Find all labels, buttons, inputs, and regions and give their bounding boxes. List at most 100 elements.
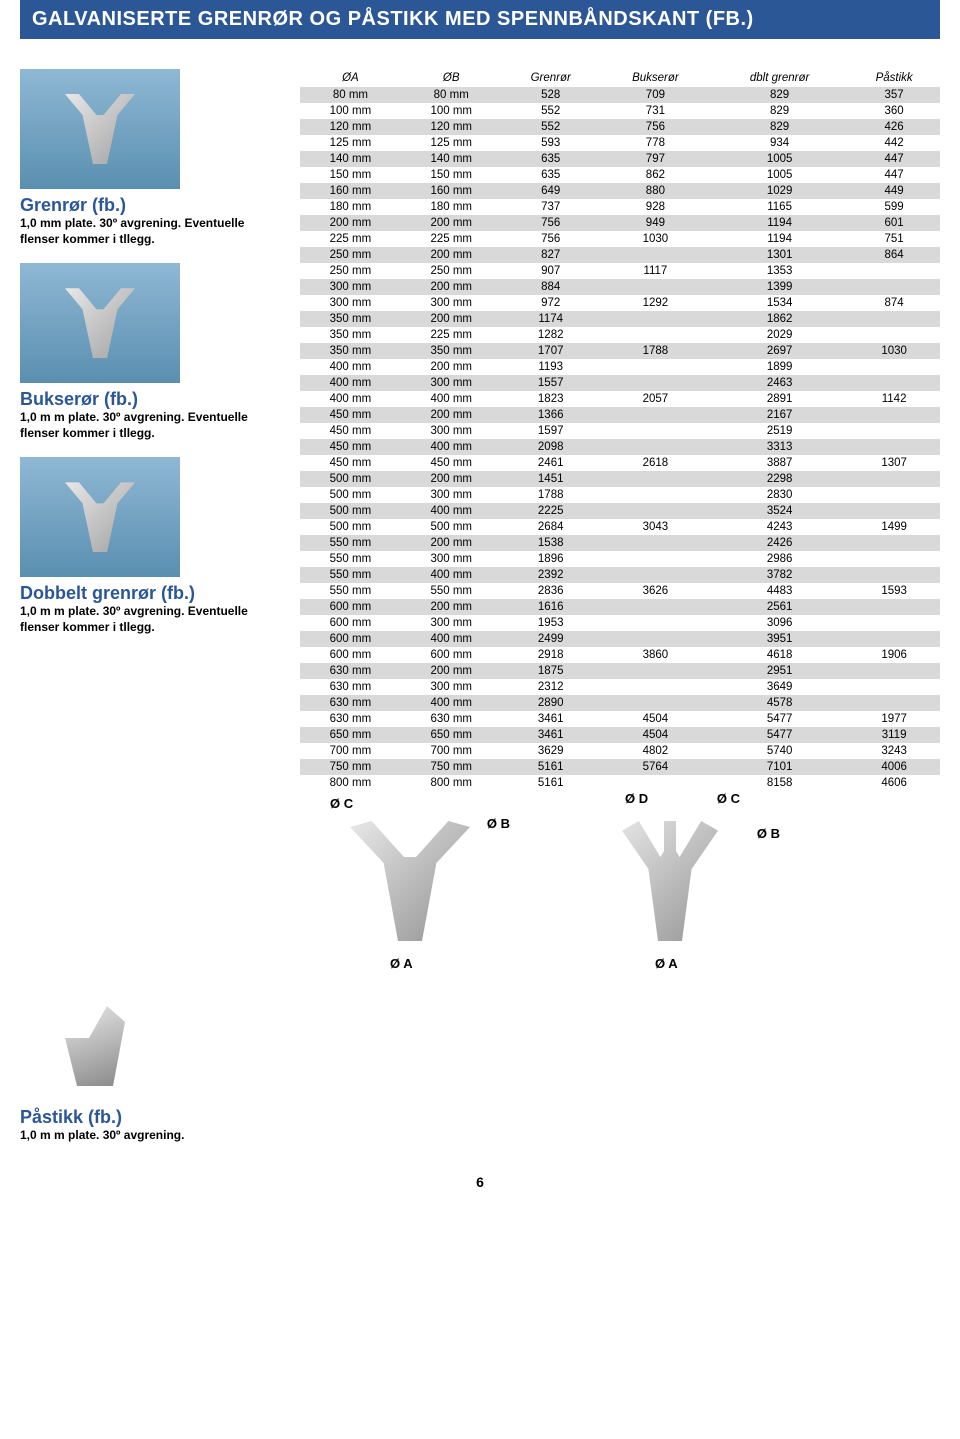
table-cell: 2298 — [711, 471, 848, 487]
table-row: 800 mm800 mm516181584606 — [300, 775, 940, 791]
table-cell: 5477 — [711, 711, 848, 727]
table-row: 400 mm200 mm11931899 — [300, 359, 940, 375]
table-cell: 2499 — [502, 631, 600, 647]
table-cell: 450 mm — [300, 423, 401, 439]
table-cell: 600 mm — [300, 615, 401, 631]
table-cell: 3524 — [711, 503, 848, 519]
table-cell: 1593 — [848, 583, 940, 599]
diagram-2branch: Ø C Ø B Ø A — [300, 791, 520, 971]
table-cell: 500 mm — [300, 487, 401, 503]
table-row: 500 mm500 mm2684304342431499 — [300, 519, 940, 535]
table-cell: 600 mm — [300, 631, 401, 647]
pricing-table: ØAØBGrenrørBukserørdblt grenrørPåstikk 8… — [300, 69, 940, 791]
table-cell: 1906 — [848, 647, 940, 663]
table-cell: 2836 — [502, 583, 600, 599]
table-cell: 2918 — [502, 647, 600, 663]
table-cell: 1823 — [502, 391, 600, 407]
table-cell: 225 mm — [401, 231, 502, 247]
table-cell: 140 mm — [300, 151, 401, 167]
table-cell: 300 mm — [401, 423, 502, 439]
table-cell: 1005 — [711, 151, 848, 167]
table-cell — [848, 311, 940, 327]
table-cell: 2830 — [711, 487, 848, 503]
table-cell — [848, 567, 940, 583]
table-cell: 2684 — [502, 519, 600, 535]
table-cell: 100 mm — [401, 103, 502, 119]
table-cell: 447 — [848, 167, 940, 183]
table-cell: 3243 — [848, 743, 940, 759]
table-cell: 450 mm — [401, 455, 502, 471]
table-row: 350 mm200 mm11741862 — [300, 311, 940, 327]
table-cell: 80 mm — [401, 87, 502, 103]
product-desc: 1,0 m m plate. 30º avgrening. Eventuelle… — [20, 604, 280, 635]
table-cell: 3887 — [711, 455, 848, 471]
table-cell: 650 mm — [300, 727, 401, 743]
table-cell — [600, 375, 711, 391]
product-block: Bukserør (fb.) 1,0 m m plate. 30º avgren… — [20, 263, 280, 441]
table-cell — [848, 663, 940, 679]
table-cell: 125 mm — [300, 135, 401, 151]
table-cell — [848, 631, 940, 647]
table-cell: 3313 — [711, 439, 848, 455]
table-row: 550 mm300 mm18962986 — [300, 551, 940, 567]
table-row: 225 mm225 mm75610301194751 — [300, 231, 940, 247]
table-row: 80 mm80 mm528709829357 — [300, 87, 940, 103]
table-cell: 1451 — [502, 471, 600, 487]
table-cell: 2426 — [711, 535, 848, 551]
diagram-label-ob: Ø B — [487, 816, 510, 831]
table-cell: 1499 — [848, 519, 940, 535]
table-cell: 2312 — [502, 679, 600, 695]
table-cell: 357 — [848, 87, 940, 103]
table-cell: 180 mm — [300, 199, 401, 215]
table-cell: 731 — [600, 103, 711, 119]
table-cell: 1538 — [502, 535, 600, 551]
table-cell: 2891 — [711, 391, 848, 407]
table-cell: 225 mm — [300, 231, 401, 247]
page-header: GALVANISERTE GRENRØR OG PÅSTIKK MED SPEN… — [20, 0, 940, 39]
table-row: 125 mm125 mm593778934442 — [300, 135, 940, 151]
table-cell — [848, 679, 940, 695]
table-cell: 4483 — [711, 583, 848, 599]
table-cell — [600, 599, 711, 615]
table-cell — [848, 327, 940, 343]
product-desc: 1,0 mm plate. 30º avgrening. Eventuelle … — [20, 216, 280, 247]
table-cell: 200 mm — [401, 471, 502, 487]
table-cell: 8158 — [711, 775, 848, 791]
table-cell: 1282 — [502, 327, 600, 343]
table-cell: 4802 — [600, 743, 711, 759]
table-row: 150 mm150 mm6358621005447 — [300, 167, 940, 183]
table-cell: 800 mm — [401, 775, 502, 791]
table-cell: 630 mm — [300, 695, 401, 711]
table-cell: 3649 — [711, 679, 848, 695]
table-cell: 500 mm — [300, 519, 401, 535]
table-cell: 2561 — [711, 599, 848, 615]
table-cell: 1788 — [600, 343, 711, 359]
table-cell: 1292 — [600, 295, 711, 311]
table-cell — [600, 311, 711, 327]
table-cell: 3629 — [502, 743, 600, 759]
table-row: 450 mm400 mm20983313 — [300, 439, 940, 455]
table-cell: 3782 — [711, 567, 848, 583]
table-cell: 972 — [502, 295, 600, 311]
table-cell: 4578 — [711, 695, 848, 711]
product-image-grenror — [20, 69, 180, 189]
product-desc: 1,0 m m plate. 30º avgrening. — [20, 1128, 940, 1144]
table-cell — [600, 247, 711, 263]
table-cell: 300 mm — [401, 679, 502, 695]
table-cell: 200 mm — [401, 599, 502, 615]
table-cell: 2697 — [711, 343, 848, 359]
product-image-pastikk — [20, 991, 170, 1101]
diagram-label-ob: Ø B — [757, 826, 780, 841]
table-row: 350 mm225 mm12822029 — [300, 327, 940, 343]
table-row: 100 mm100 mm552731829360 — [300, 103, 940, 119]
table-cell: 884 — [502, 279, 600, 295]
table-cell: 3626 — [600, 583, 711, 599]
table-cell: 599 — [848, 199, 940, 215]
table-cell: 1194 — [711, 231, 848, 247]
table-row: 450 mm200 mm13662167 — [300, 407, 940, 423]
table-cell: 756 — [600, 119, 711, 135]
table-cell — [600, 631, 711, 647]
table-cell — [600, 327, 711, 343]
table-cell: 829 — [711, 119, 848, 135]
table-cell — [848, 615, 940, 631]
